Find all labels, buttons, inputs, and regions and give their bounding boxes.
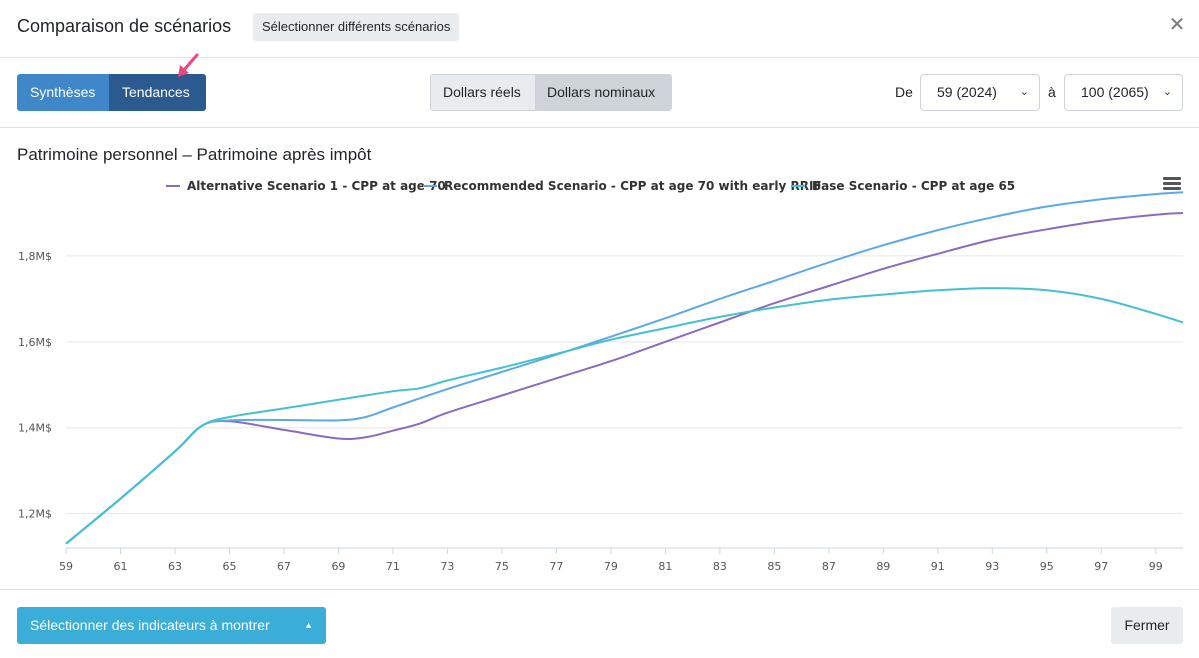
x-tick-label: 77 [549, 560, 563, 573]
x-tick-label: 87 [822, 560, 836, 573]
dollars-reels-button[interactable]: Dollars réels [431, 75, 535, 110]
y-tick-label: 1,4M$ [18, 422, 52, 435]
x-tick-label: 75 [495, 560, 509, 573]
dollars-nominaux-button[interactable]: Dollars nominaux [535, 75, 671, 110]
from-select-value: 59 (2024) [937, 84, 997, 100]
tab-tendances[interactable]: Tendances [109, 74, 206, 111]
from-select[interactable]: 59 (2024) ⌄ [920, 74, 1040, 111]
annotation-arrow-icon [178, 53, 199, 77]
x-tick-label: 71 [386, 560, 400, 573]
x-tick-label: 73 [440, 560, 454, 573]
legend-item: Base Scenario - CPP at age 65 [812, 179, 1015, 193]
y-tick-label: 1,8M$ [18, 250, 52, 263]
x-tick-label: 81 [658, 560, 672, 573]
x-tick-label: 97 [1094, 560, 1108, 573]
to-select[interactable]: 100 (2065) ⌄ [1064, 74, 1183, 111]
select-indicators-label: Sélectionner des indicateurs à montrer [30, 617, 270, 633]
select-indicators-button[interactable]: Sélectionner des indicateurs à montrer ▲ [17, 607, 326, 644]
y-tick-label: 1,6M$ [18, 336, 52, 349]
line-chart: Alternative Scenario 1 - CPP at age 70Re… [18, 179, 1184, 573]
to-select-value: 100 (2065) [1081, 84, 1149, 100]
y-tick-label: 1,2M$ [18, 508, 52, 521]
chevron-down-icon: ⌄ [1019, 86, 1029, 98]
x-tick-label: 61 [113, 560, 127, 573]
modal-title: Comparaison de scénarios [17, 16, 232, 36]
chevron-down-icon: ⌄ [1162, 86, 1172, 98]
caret-up-icon: ▲ [304, 620, 313, 630]
x-tick-label: 69 [331, 560, 345, 573]
x-tick-label: 79 [604, 560, 618, 573]
x-tick-label: 65 [222, 560, 236, 573]
toolbar: Synthèses Tendances Dollars réels Dollar… [0, 58, 1199, 128]
x-tick-label: 99 [1149, 560, 1163, 573]
chart-menu-icon[interactable] [1163, 177, 1181, 193]
modal-header: Comparaison de scénarios Sélectionner di… [0, 0, 1199, 58]
dollar-toggle: Dollars réels Dollars nominaux [430, 74, 672, 111]
series-line [65, 287, 1184, 545]
chart-title: Patrimoine personnel – Patrimoine après … [17, 145, 372, 164]
legend-item: Alternative Scenario 1 - CPP at age 70 [187, 179, 446, 193]
from-label: De [895, 84, 913, 100]
x-tick-label: 59 [59, 560, 73, 573]
tab-syntheses[interactable]: Synthèses [17, 74, 109, 111]
view-toggle: Synthèses Tendances [17, 74, 206, 111]
series-line [65, 212, 1184, 545]
x-tick-label: 67 [277, 560, 291, 573]
modal-footer: Sélectionner des indicateurs à montrer ▲… [0, 589, 1199, 658]
x-tick-label: 89 [876, 560, 890, 573]
close-button[interactable]: Fermer [1111, 607, 1183, 644]
close-icon[interactable]: ✕ [1168, 14, 1186, 36]
select-scenarios-button[interactable]: Sélectionner différents scénarios [253, 13, 460, 41]
x-tick-label: 93 [985, 560, 999, 573]
to-label: à [1048, 84, 1056, 100]
x-tick-label: 83 [713, 560, 727, 573]
series-line [65, 191, 1184, 545]
x-tick-label: 91 [931, 560, 945, 573]
x-tick-label: 85 [767, 560, 781, 573]
x-tick-label: 95 [1040, 560, 1054, 573]
legend-item: Recommended Scenario - CPP at age 70 wit… [444, 179, 822, 193]
x-tick-label: 63 [168, 560, 182, 573]
